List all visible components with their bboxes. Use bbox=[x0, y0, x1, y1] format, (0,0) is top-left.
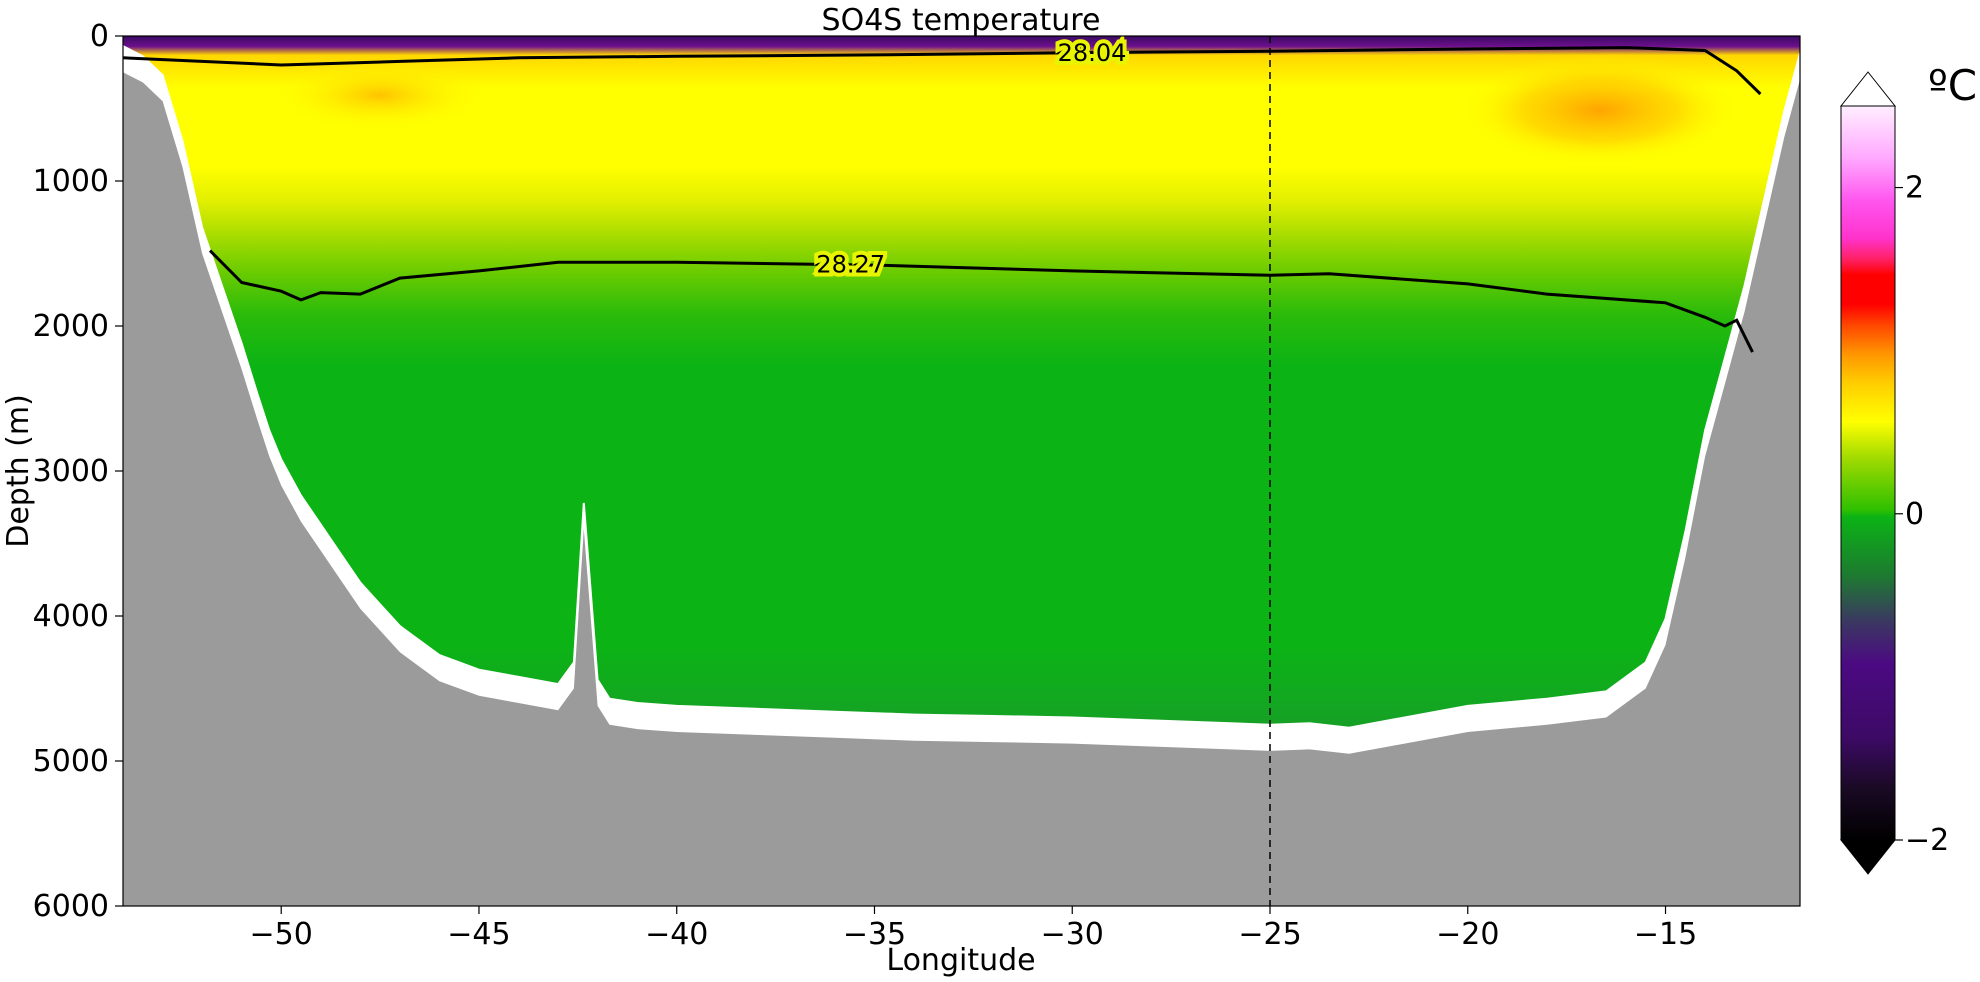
isopycnal-line bbox=[208, 249, 1754, 353]
x-tick-label: −50 bbox=[250, 917, 313, 952]
x-tick-label: −25 bbox=[1238, 917, 1301, 952]
x-tick-label: −35 bbox=[843, 917, 906, 952]
colorbar-tick-label: 0 bbox=[1905, 497, 1924, 532]
x-axis-label: Longitude bbox=[886, 943, 1035, 978]
y-tick-label: 2000 bbox=[33, 309, 109, 344]
y-tick-label: 0 bbox=[90, 19, 109, 54]
y-tick-label: 6000 bbox=[33, 889, 109, 924]
contour-label: 28.27 bbox=[816, 251, 885, 279]
x-axis: −50 −45 −40 −35 −30 −25 −20 −15 bbox=[250, 906, 1697, 952]
x-tick-label: −45 bbox=[447, 917, 510, 952]
x-tick-label: −15 bbox=[1634, 917, 1697, 952]
x-tick-label: −30 bbox=[1041, 917, 1104, 952]
seafloor-topography bbox=[123, 72, 1800, 906]
no-data-gap bbox=[123, 44, 1800, 906]
colorbar-ticks: −2 0 2 bbox=[1895, 171, 1949, 858]
isopycnal-contours: 28.27 28.04 bbox=[123, 36, 1762, 353]
y-tick-label: 5000 bbox=[33, 744, 109, 779]
isopycnal-line bbox=[123, 46, 1762, 96]
y-tick-label: 1000 bbox=[33, 164, 109, 199]
colorbar-gradient bbox=[1840, 105, 1896, 841]
y-axis: 0 1000 2000 3000 4000 5000 6000 bbox=[33, 19, 123, 924]
colorbar-tick-label: −2 bbox=[1905, 823, 1949, 858]
x-tick-label: −20 bbox=[1436, 917, 1499, 952]
y-tick-label: 3000 bbox=[33, 454, 109, 489]
colorbar-unit: ºC bbox=[1928, 61, 1977, 110]
contour-label: 28.04 bbox=[1058, 39, 1127, 67]
colorbar-tick-label: 2 bbox=[1905, 171, 1924, 206]
y-tick-label: 4000 bbox=[33, 599, 109, 634]
colorbar-extend-top bbox=[1839, 71, 1897, 107]
plot-area: 28.27 28.04 bbox=[123, 36, 1800, 906]
colorbar: −2 0 2 ºC bbox=[1839, 61, 1977, 875]
y-axis-label: Depth (m) bbox=[1, 394, 36, 548]
warm-core-east bbox=[1460, 55, 1740, 165]
warm-core-west bbox=[270, 60, 490, 130]
chart-title: SO4S temperature bbox=[822, 3, 1101, 38]
colorbar-extend-bottom bbox=[1839, 839, 1897, 875]
x-tick-label: −40 bbox=[645, 917, 708, 952]
